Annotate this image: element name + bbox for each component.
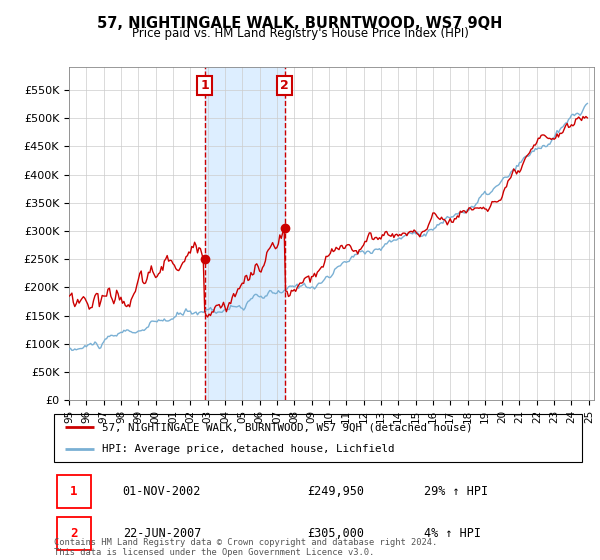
Text: 01-NOV-2002: 01-NOV-2002 xyxy=(122,485,201,498)
Text: 57, NIGHTINGALE WALK, BURNTWOOD, WS7 9QH: 57, NIGHTINGALE WALK, BURNTWOOD, WS7 9QH xyxy=(97,16,503,31)
FancyBboxPatch shape xyxy=(56,475,91,508)
Text: Price paid vs. HM Land Registry's House Price Index (HPI): Price paid vs. HM Land Registry's House … xyxy=(131,27,469,40)
Text: Contains HM Land Registry data © Crown copyright and database right 2024.
This d: Contains HM Land Registry data © Crown c… xyxy=(54,538,437,557)
Text: HPI: Average price, detached house, Lichfield: HPI: Average price, detached house, Lich… xyxy=(101,444,394,454)
Bar xyxy=(205,67,285,400)
Text: 4% ↑ HPI: 4% ↑ HPI xyxy=(424,527,481,540)
Text: 2: 2 xyxy=(280,79,289,92)
Text: 2: 2 xyxy=(70,527,77,540)
Text: £249,950: £249,950 xyxy=(307,485,364,498)
Text: 29% ↑ HPI: 29% ↑ HPI xyxy=(424,485,488,498)
Text: 1: 1 xyxy=(200,79,209,92)
Text: 1: 1 xyxy=(70,485,77,498)
Text: 57, NIGHTINGALE WALK, BURNTWOOD, WS7 9QH (detached house): 57, NIGHTINGALE WALK, BURNTWOOD, WS7 9QH… xyxy=(101,422,472,432)
FancyBboxPatch shape xyxy=(56,517,91,550)
Text: £305,000: £305,000 xyxy=(307,527,364,540)
Text: 22-JUN-2007: 22-JUN-2007 xyxy=(122,527,201,540)
